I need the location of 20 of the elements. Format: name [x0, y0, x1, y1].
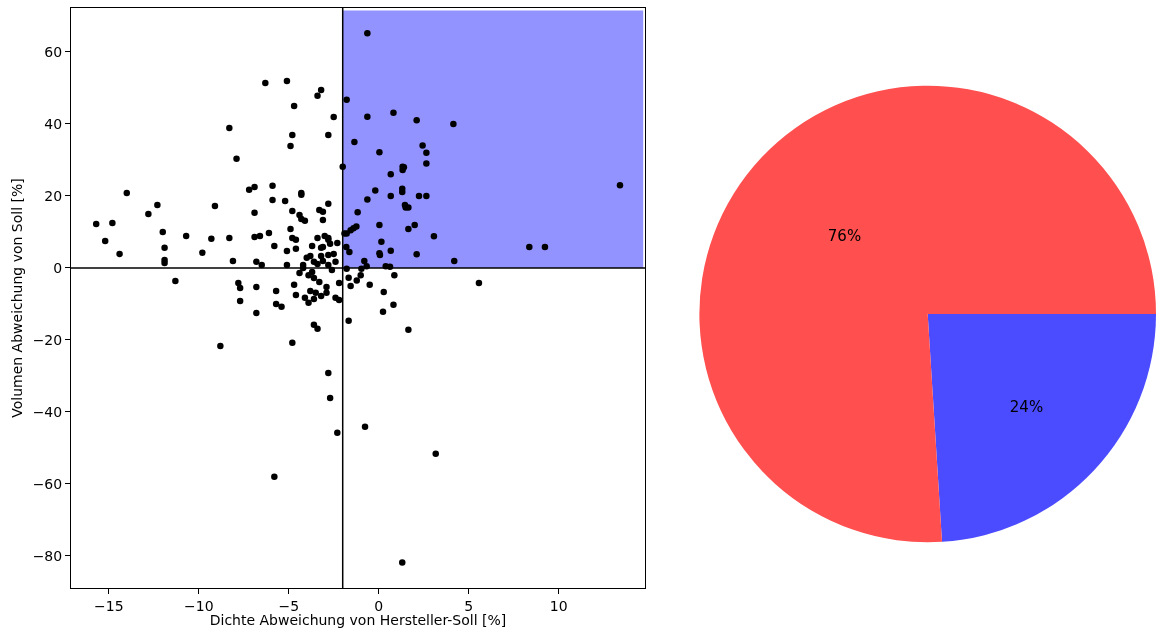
y-tick-label: 0: [53, 259, 63, 276]
y-tick-label: −20: [32, 331, 63, 348]
y-tick-label: 40: [44, 115, 63, 132]
x-tick-label: −10: [183, 597, 214, 614]
x-tick-label: 0: [374, 597, 384, 614]
x-tick-label: −5: [278, 597, 300, 614]
x-tick-label: 5: [464, 597, 474, 614]
y-tick-label: 60: [44, 43, 63, 60]
y-tick-label: −80: [32, 547, 63, 564]
pie-slice: [927, 314, 1156, 542]
y-axis-title: Volumen Abweichung von Soll [%]: [9, 178, 26, 418]
y-tick-label: −60: [32, 475, 63, 492]
data-label: 24%: [1009, 397, 1044, 416]
x-tick-label: −15: [94, 597, 124, 614]
x-axis-title: Dichte Abweichung von Hersteller-Soll [%]: [209, 612, 507, 628]
x-tick-label: 10: [549, 597, 568, 614]
pie-slice: [699, 85, 1156, 542]
data-label: 76%: [827, 226, 862, 245]
y-tick-label: 20: [44, 187, 63, 204]
y-tick-label: −40: [32, 403, 63, 420]
